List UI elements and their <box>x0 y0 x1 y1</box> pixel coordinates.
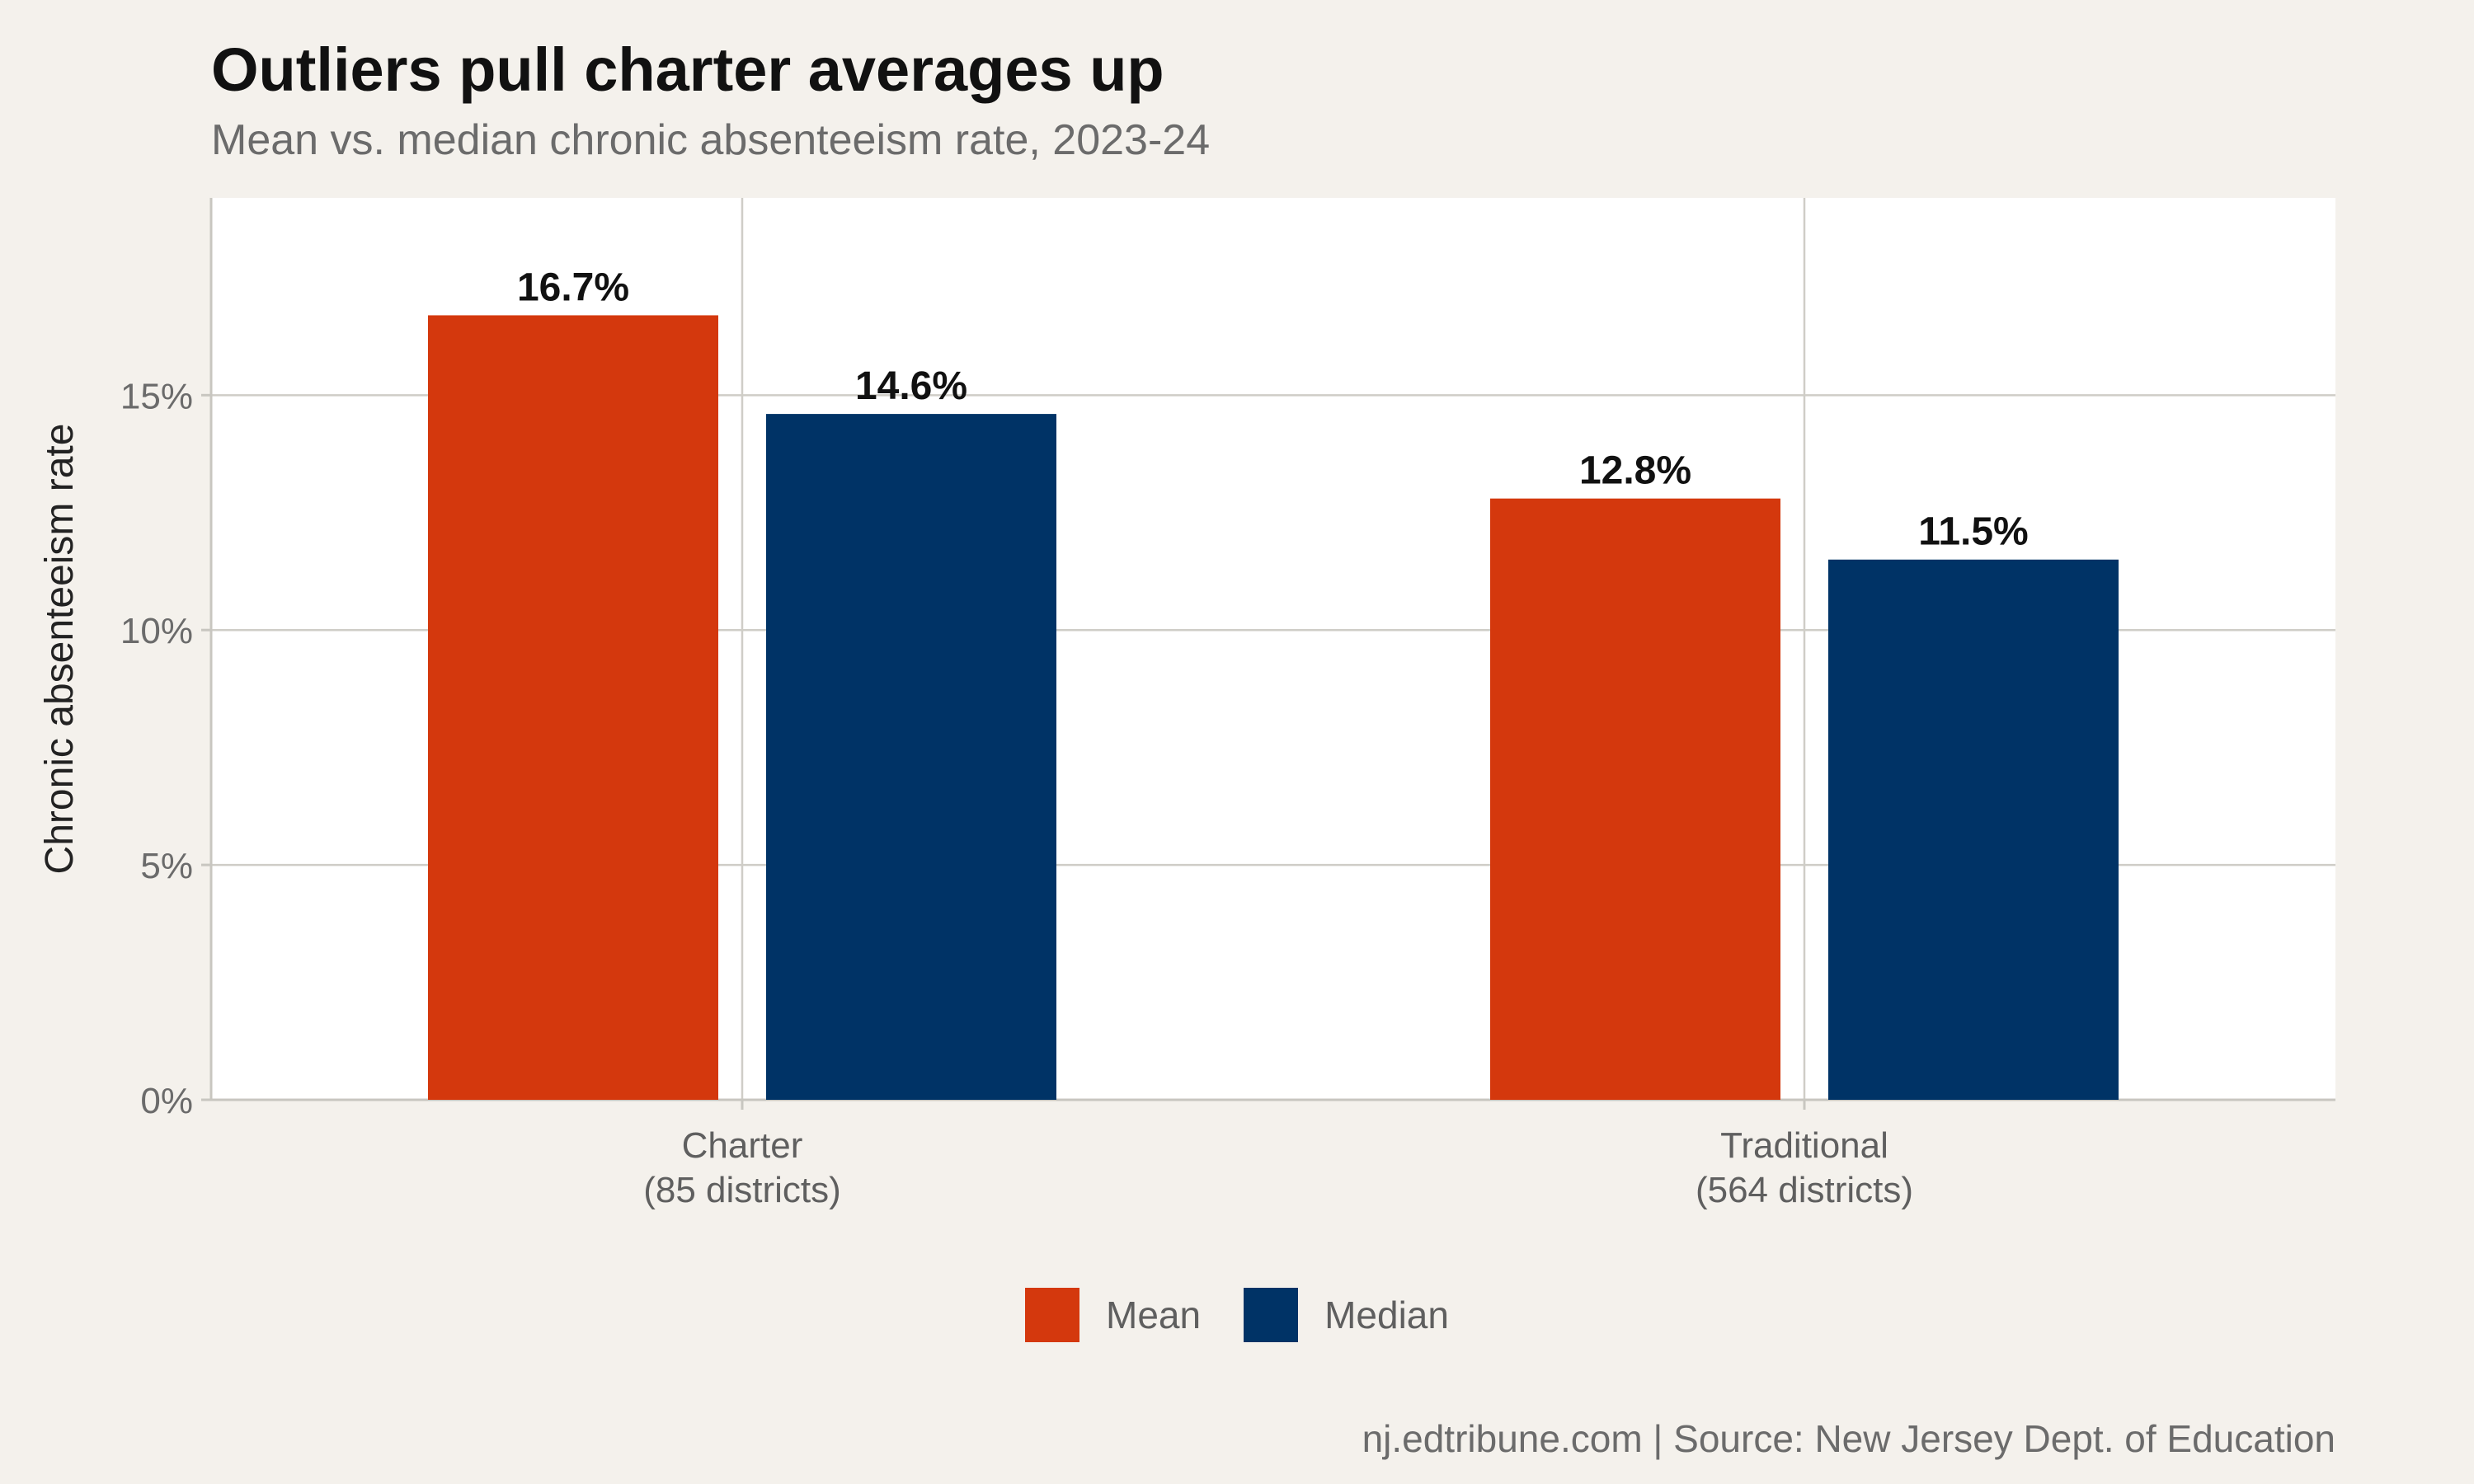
bar-label-mean-0: 16.7% <box>517 265 629 309</box>
bar-label-median-0: 14.6% <box>855 364 967 408</box>
y-axis-label: Chronic absenteeism rate <box>38 424 82 875</box>
y-tick-label-3: 15% <box>120 376 193 416</box>
x-tick-label-0: Charter (85 districts) <box>643 1125 841 1210</box>
bar-label-mean-1: 12.8% <box>1579 449 1691 493</box>
legend-item-mean: Mean <box>1025 1288 1201 1342</box>
legend-swatch-median <box>1244 1288 1299 1342</box>
legend: Mean Median <box>0 1288 2474 1342</box>
y-tick-label-0: 0% <box>140 1081 193 1121</box>
bar-value-labels: 16.7% 12.8% 14.6% 11.5% <box>517 265 2029 553</box>
bar-mean-0 <box>428 315 718 1101</box>
x-tick-label-1: Traditional (564 districts) <box>1696 1125 1913 1210</box>
bar-median-1 <box>1828 559 2119 1100</box>
legend-label-mean: Mean <box>1106 1294 1202 1336</box>
chart-title: Outliers pull charter averages up <box>211 35 1164 104</box>
bars <box>428 315 2119 1101</box>
y-tick-label-2: 10% <box>120 611 193 651</box>
source-caption: nj.edtribune.com | Source: New Jersey De… <box>1362 1417 2335 1460</box>
legend-label-median: Median <box>1324 1294 1449 1336</box>
y-axis-ticks: 0% 5% 10% 15% <box>120 376 211 1121</box>
legend-swatch-mean <box>1025 1288 1080 1342</box>
y-tick-label-1: 5% <box>140 846 193 886</box>
bar-label-median-1: 11.5% <box>1918 510 2028 554</box>
legend-item-median: Median <box>1244 1288 1449 1342</box>
bar-median-0 <box>766 414 1056 1101</box>
bar-mean-1 <box>1490 498 1780 1100</box>
chart-subtitle: Mean vs. median chronic absenteeism rate… <box>211 116 1211 164</box>
x-axis-ticks: Charter (85 districts) Traditional (564 dis… <box>643 1100 1913 1210</box>
